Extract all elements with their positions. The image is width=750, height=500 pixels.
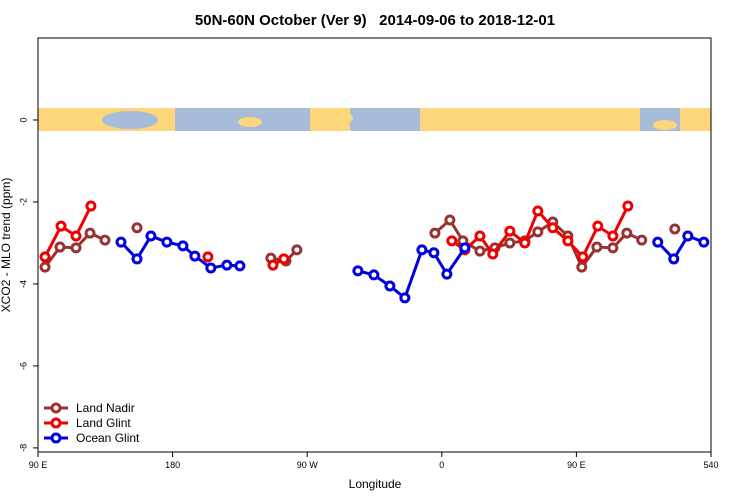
x-tick-label: 90 E — [567, 460, 586, 470]
point — [562, 235, 574, 247]
point — [682, 230, 694, 242]
point — [234, 260, 246, 272]
legend-label: Land Nadir — [76, 401, 135, 415]
point — [519, 237, 531, 249]
x-tick-label: 0 — [439, 460, 444, 470]
point — [592, 220, 604, 232]
point — [576, 261, 588, 273]
legend-marker — [50, 402, 62, 414]
x-tick-label: 90 W — [297, 460, 319, 470]
point — [291, 244, 303, 256]
point — [446, 235, 458, 247]
point — [177, 240, 189, 252]
chart-title: 50N-60N October (Ver 9) 2014-09-06 to 20… — [195, 12, 555, 29]
y-tick-label: -6 — [18, 362, 28, 370]
point — [221, 259, 233, 271]
point — [384, 280, 396, 292]
point — [547, 222, 559, 234]
point — [474, 245, 486, 257]
point — [352, 265, 364, 277]
point — [591, 241, 603, 253]
point — [85, 200, 97, 212]
legend-marker — [50, 417, 62, 429]
point — [459, 242, 471, 254]
point — [70, 230, 82, 242]
point — [621, 227, 633, 239]
point — [368, 269, 380, 281]
point — [115, 236, 127, 248]
point — [399, 292, 411, 304]
plot-frame — [37, 37, 712, 453]
point — [668, 253, 680, 265]
point — [474, 230, 486, 242]
point — [429, 227, 441, 239]
y-tick-label: -4 — [18, 280, 28, 288]
point — [532, 205, 544, 217]
legend-label: Land Glint — [76, 416, 131, 430]
point — [532, 226, 544, 238]
point — [131, 253, 143, 265]
y-tick-label: 0 — [18, 117, 28, 122]
point — [504, 225, 516, 237]
point — [607, 230, 619, 242]
y-tick-label: -8 — [18, 444, 28, 452]
point — [161, 236, 173, 248]
point — [39, 251, 51, 263]
point — [444, 214, 456, 226]
x-tick-label: 90 E — [29, 460, 48, 470]
point — [504, 237, 516, 249]
point — [39, 261, 51, 273]
point — [189, 250, 201, 262]
x-axis-label: Longitude — [349, 477, 402, 491]
point — [441, 268, 453, 280]
point — [487, 248, 499, 260]
point — [145, 230, 157, 242]
x-tick-label: 180 — [165, 460, 180, 470]
point — [55, 220, 67, 232]
x-tick-label: 540 — [703, 460, 718, 470]
point — [636, 234, 648, 246]
point — [577, 251, 589, 263]
legend-label: Ocean Glint — [76, 431, 140, 445]
point — [70, 242, 82, 254]
y-axis-label: XCO2 - MLO trend (ppm) — [0, 178, 13, 313]
point — [428, 247, 440, 259]
point — [202, 251, 214, 263]
point — [205, 262, 217, 274]
y-tick-label: -2 — [18, 198, 28, 206]
point — [99, 234, 111, 246]
point — [652, 236, 664, 248]
point — [278, 253, 290, 265]
point — [622, 200, 634, 212]
point — [267, 259, 279, 271]
legend-marker — [50, 432, 62, 444]
point — [84, 227, 96, 239]
point — [607, 242, 619, 254]
point — [416, 244, 428, 256]
point — [669, 223, 681, 235]
point — [698, 236, 710, 248]
point — [54, 241, 66, 253]
map-band — [38, 108, 711, 131]
point — [131, 222, 143, 234]
